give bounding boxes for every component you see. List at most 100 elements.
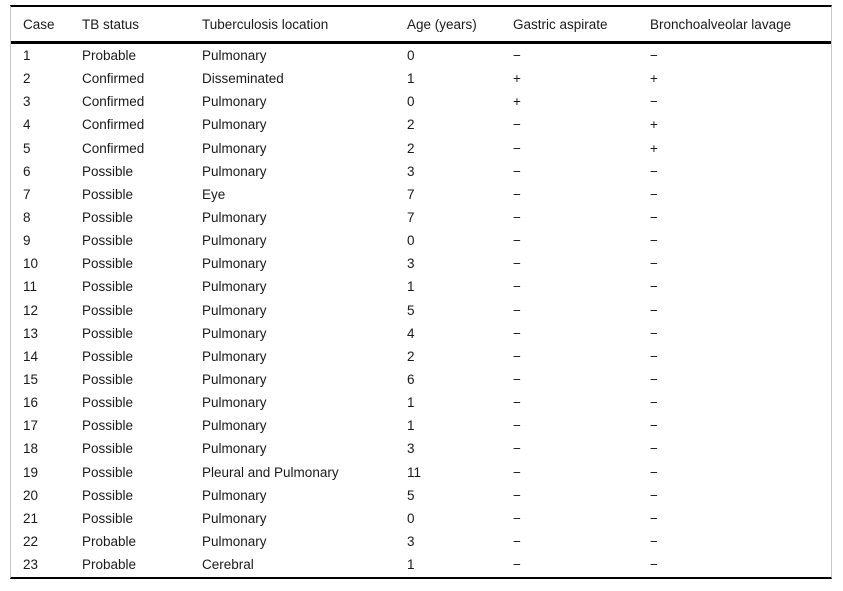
cell-gastric_aspirate: − <box>513 163 521 179</box>
cell-location: Pulmonary <box>202 371 267 387</box>
cell-age: 3 <box>407 441 415 457</box>
cell-bronchoalveolar_lavage: − <box>650 94 658 110</box>
cell-location: Pulmonary <box>202 233 267 249</box>
table-row: 2 Confirmed Disseminated 1 + + <box>11 67 831 90</box>
table-row: 4 Confirmed Pulmonary 2 − + <box>11 113 831 136</box>
cell-location: Pulmonary <box>202 117 267 133</box>
cell-tb_status: Probable <box>82 533 137 549</box>
cell-case: 1 <box>23 48 31 63</box>
cell-bronchoalveolar_lavage: − <box>650 302 658 318</box>
cell-tb_status: Confirmed <box>82 140 145 156</box>
cell-tb_status: Possible <box>82 325 134 341</box>
column-header-tb_status: TB status <box>82 16 140 32</box>
cell-gastric_aspirate: − <box>513 117 521 133</box>
cell-bronchoalveolar_lavage: + <box>650 117 658 133</box>
cell-gastric_aspirate: + <box>513 94 521 110</box>
cell-gastric_aspirate: − <box>513 279 521 295</box>
cell-age: 0 <box>407 48 415 63</box>
cell-case: 2 <box>23 71 31 87</box>
cell-age: 11 <box>407 464 422 480</box>
cell-case: 10 <box>23 256 39 272</box>
table-row: 13 Possible Pulmonary 4 − − <box>11 322 831 345</box>
cell-case: 4 <box>23 117 31 133</box>
cell-gastric_aspirate: − <box>513 487 521 503</box>
cell-bronchoalveolar_lavage: − <box>650 557 658 573</box>
cell-bronchoalveolar_lavage: − <box>650 418 658 434</box>
cell-bronchoalveolar_lavage: + <box>650 140 658 156</box>
cell-case: 11 <box>23 279 38 295</box>
table-row: 23 Probable Cerebral 1 − − <box>11 553 831 576</box>
cell-bronchoalveolar_lavage: − <box>650 395 658 411</box>
cell-gastric_aspirate: − <box>513 186 521 202</box>
table-row: 8 Possible Pulmonary 7 − − <box>11 206 831 229</box>
cell-gastric_aspirate: + <box>513 71 521 87</box>
table-body: 1 Probable Pulmonary 0 − − 2 Confirmed Dissemina… <box>11 44 831 576</box>
cell-age: 1 <box>407 395 415 411</box>
cell-bronchoalveolar_lavage: − <box>650 163 658 179</box>
cell-tb_status: Probable <box>82 48 137 63</box>
cell-bronchoalveolar_lavage: − <box>650 209 658 225</box>
cell-tb_status: Possible <box>82 163 134 179</box>
cell-tb_status: Possible <box>82 348 134 364</box>
cell-case: 7 <box>23 186 31 202</box>
cell-age: 7 <box>407 209 415 225</box>
cell-case: 16 <box>23 395 39 411</box>
table-row: 17 Possible Pulmonary 1 − − <box>11 414 831 437</box>
cell-location: Pulmonary <box>202 209 267 225</box>
table-row: 11 Possible Pulmonary 1 − − <box>11 275 831 298</box>
cell-age: 0 <box>407 94 415 110</box>
cell-gastric_aspirate: − <box>513 140 521 156</box>
cell-case: 17 <box>23 418 39 434</box>
column-header-location: Tuberculosis location <box>202 16 329 32</box>
cell-case: 5 <box>23 140 31 156</box>
cell-age: 1 <box>407 71 415 87</box>
cell-gastric_aspirate: − <box>513 348 521 364</box>
table-row: 5 Confirmed Pulmonary 2 − + <box>11 137 831 160</box>
cell-location: Pulmonary <box>202 302 267 318</box>
cell-bronchoalveolar_lavage: − <box>650 487 658 503</box>
table-row: 6 Possible Pulmonary 3 − − <box>11 160 831 183</box>
cell-case: 8 <box>23 209 31 225</box>
cell-gastric_aspirate: − <box>513 418 521 434</box>
table-row: 21 Possible Pulmonary 0 − − <box>11 507 831 530</box>
cell-location: Pulmonary <box>202 441 267 457</box>
cell-tb_status: Confirmed <box>82 117 145 133</box>
cell-case: 22 <box>23 533 39 549</box>
cell-gastric_aspirate: − <box>513 395 521 411</box>
cell-age: 3 <box>407 256 415 272</box>
cell-bronchoalveolar_lavage: + <box>650 71 658 87</box>
cell-tb_status: Confirmed <box>82 94 145 110</box>
case-table: Case TB status Tuberculosis location Age (y… <box>10 5 832 579</box>
cell-age: 4 <box>407 325 415 341</box>
cell-case: 20 <box>23 487 39 503</box>
cell-location: Disseminated <box>202 71 284 87</box>
cell-case: 21 <box>23 510 39 526</box>
table-row: 20 Possible Pulmonary 5 − − <box>11 484 831 507</box>
table-header-row: Case TB status Tuberculosis location Age (y… <box>11 7 831 44</box>
cell-tb_status: Possible <box>82 186 134 202</box>
cell-bronchoalveolar_lavage: − <box>650 510 658 526</box>
cell-tb_status: Possible <box>82 510 134 526</box>
cell-age: 1 <box>407 418 415 434</box>
cell-bronchoalveolar_lavage: − <box>650 186 658 202</box>
cell-gastric_aspirate: − <box>513 209 521 225</box>
cell-tb_status: Possible <box>82 441 134 457</box>
cell-gastric_aspirate: − <box>513 48 521 63</box>
cell-age: 1 <box>407 557 415 573</box>
cell-gastric_aspirate: − <box>513 464 521 480</box>
cell-case: 18 <box>23 441 39 457</box>
cell-tb_status: Possible <box>82 209 134 225</box>
cell-location: Pulmonary <box>202 163 267 179</box>
cell-location: Pulmonary <box>202 48 267 63</box>
cell-case: 15 <box>23 371 39 387</box>
table-row: 9 Possible Pulmonary 0 − − <box>11 229 831 252</box>
table-row: 15 Possible Pulmonary 6 − − <box>11 368 831 391</box>
cell-bronchoalveolar_lavage: − <box>650 325 658 341</box>
cell-age: 5 <box>407 302 415 318</box>
table-row: 19 Possible Pleural and Pulmonary 11 − − <box>11 461 831 484</box>
cell-tb_status: Possible <box>82 233 134 249</box>
table-row: 14 Possible Pulmonary 2 − − <box>11 345 831 368</box>
cell-location: Pulmonary <box>202 395 267 411</box>
column-header-bronchoalveolar_lavage: Bronchoalveolar lavage <box>650 16 792 32</box>
cell-gastric_aspirate: − <box>513 371 521 387</box>
